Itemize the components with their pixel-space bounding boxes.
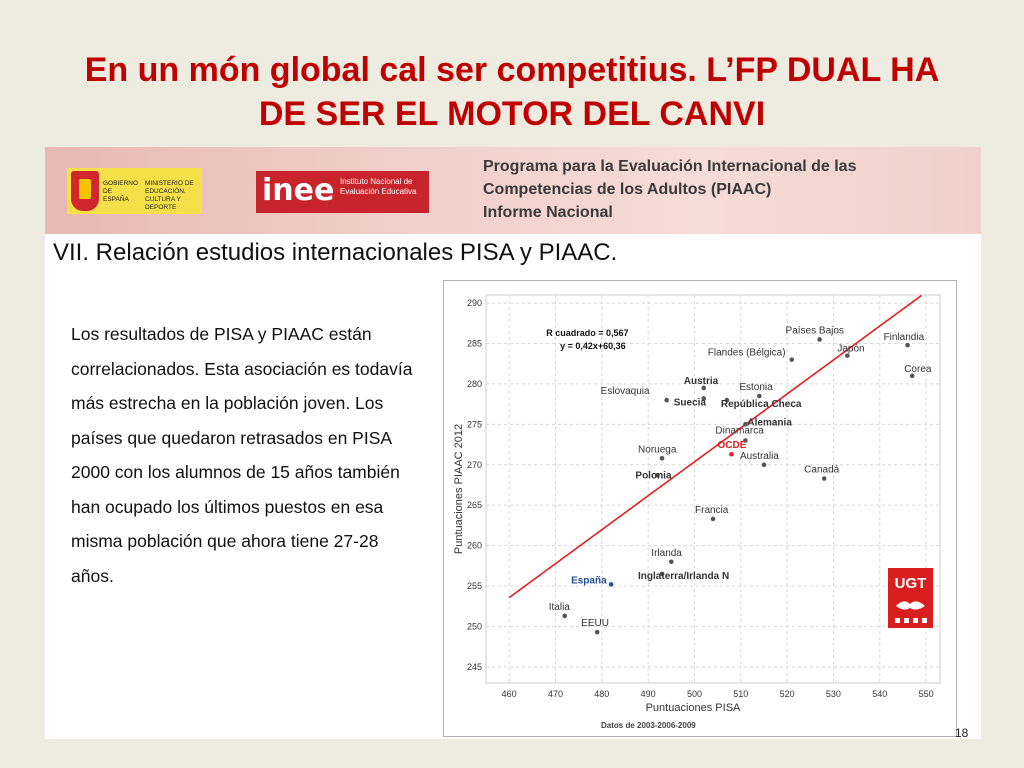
inee-logo: inee Instituto Nacional de Evaluación Ed… — [256, 171, 429, 213]
point-jap-n — [845, 353, 850, 358]
point-dinamarca — [743, 438, 748, 443]
chart-svg: 460 470 480 490 500 510 520 530 540 550 245 250 255 2… — [453, 294, 941, 714]
point-canad- — [821, 476, 827, 481]
plot-area — [485, 294, 941, 684]
ugt-logo: UGT — [888, 568, 933, 628]
x-tick-label: 500 — [687, 689, 702, 699]
report-header-line2: Competencias de los Adultos (PIAAC) — [483, 181, 772, 198]
point-label-polonia: Polonia — [635, 470, 672, 481]
gov-text: GOBIERNO DE ESPAÑA — [103, 180, 139, 203]
government-logo: GOBIERNO DE ESPAÑA MINISTERIO DE EDUCACI… — [67, 168, 202, 214]
x-tick-label: 470 — [548, 689, 563, 699]
x-tick-label: 460 — [502, 689, 517, 699]
x-tick-label: 540 — [872, 689, 887, 699]
point-label-espa-a: España — [571, 575, 607, 586]
regression-line — [508, 294, 922, 599]
banner: GOBIERNO DE ESPAÑA MINISTERIO DE EDUCACI… — [45, 147, 981, 234]
inee-subtitle: Instituto Nacional de Evaluación Educati… — [340, 177, 417, 196]
point-label-estonia: Estonia — [739, 382, 773, 393]
x-tick-label: 530 — [826, 689, 841, 699]
slide-title-line2: DE SER EL MOTOR DEL CANVI — [258, 95, 766, 133]
point-label-suecia: Suecia — [674, 397, 707, 408]
report-header-line3: Informe Nacional — [483, 204, 613, 221]
point-label-inglaterra-irlanda-n: Inglaterra/Irlanda N — [638, 571, 729, 582]
point-label-irlanda: Irlanda — [651, 548, 682, 559]
point-label-francia: Francia — [695, 505, 729, 516]
svg-text:UGT: UGT — [895, 575, 927, 592]
inee-logo-word: inee — [262, 173, 335, 208]
point-label-corea: Corea — [904, 364, 932, 375]
scatter-chart: 460 470 480 490 500 510 520 530 540 550 245 250 255 2… — [443, 280, 957, 737]
body-text: Los resultados de PISA y PIAAC están cor… — [71, 324, 413, 586]
x-tick-label: 490 — [641, 689, 656, 699]
point-label-pa-ses-bajos: Países Bajos — [786, 325, 844, 336]
point-label-finlandia: Finlandia — [884, 332, 925, 343]
point-finlandia — [905, 342, 910, 348]
point-alemania — [743, 422, 748, 427]
x-tick-label: 520 — [780, 689, 795, 699]
point-espa-a — [608, 582, 614, 587]
slide-title: En un món global cal ser competitius. L’… — [20, 48, 1004, 136]
y-tick-label: 250 — [467, 621, 482, 631]
point-rep-blica-checa — [724, 397, 730, 403]
point-label-rep-blica-checa: República Checa — [721, 399, 802, 410]
x-axis-label: Puntuaciones PISA — [646, 702, 741, 714]
point-italia — [562, 613, 568, 619]
point-polonia — [655, 472, 660, 478]
y-axis-label: Puntuaciones PIAAC 2012 — [453, 424, 465, 554]
point-pa-ses-bajos — [817, 337, 822, 342]
slide-title-line1: En un món global cal ser competitius. L’… — [84, 51, 940, 89]
page-number: 18 — [955, 726, 969, 740]
point-label-noruega: Noruega — [638, 444, 677, 455]
y-tick-label: 270 — [467, 460, 482, 470]
report-header: Programa para la Evaluación Internaciona… — [483, 155, 856, 224]
point-suecia — [701, 396, 707, 401]
chart-note: Datos de 2003-2006-2009 — [601, 721, 696, 730]
y-tick-label: 280 — [467, 379, 482, 389]
y-tick-label: 275 — [467, 419, 482, 429]
point-australia — [761, 462, 767, 468]
report-header-line1: Programa para la Evaluación Internaciona… — [483, 158, 857, 175]
y-tick-label: 245 — [467, 662, 482, 672]
point-label-eslovaquia: Eslovaquia — [601, 386, 650, 397]
point-label-australia: Australia — [740, 451, 779, 462]
y-tick-label: 255 — [467, 581, 482, 591]
point-label-italia: Italia — [549, 602, 571, 613]
point-label-austria: Austria — [684, 376, 719, 387]
point-label-eeuu: EEUU — [581, 618, 609, 629]
x-tick-label: 510 — [733, 689, 748, 699]
point-estonia — [757, 393, 762, 399]
y-tick-label: 290 — [467, 298, 482, 308]
point-eslovaquia — [664, 397, 669, 403]
point-noruega — [659, 455, 665, 461]
point-ocde — [729, 451, 734, 457]
point-label-ocde: OCDE — [718, 440, 747, 451]
regression-r2-label: R cuadrado = 0,567 — [546, 328, 628, 338]
content-panel: GOBIERNO DE ESPAÑA MINISTERIO DE EDUCACI… — [45, 147, 981, 739]
x-tick-label: 480 — [594, 689, 609, 699]
section-title: VII. Relación estudios internacionales P… — [53, 239, 618, 266]
x-tick-label: 550 — [919, 689, 934, 699]
point-austria — [701, 385, 707, 391]
regression-equation-label: y = 0,42x+60,36 — [560, 341, 626, 351]
point-label-canad-: Canadá — [804, 464, 839, 475]
y-tick-label: 285 — [467, 339, 482, 349]
point-inglaterra-irlanda-n — [659, 571, 665, 577]
ministry-text: MINISTERIO DE EDUCACIÓN, CULTURA Y DEPOR… — [145, 180, 194, 211]
point-label-dinamarca: Dinamarca — [715, 426, 764, 437]
point-label-jap-n: Japón — [837, 344, 864, 355]
point-label-flandes-b-lgica-: Flandes (Bélgica) — [708, 348, 786, 359]
y-tick-label: 265 — [467, 500, 482, 510]
point-eeuu — [594, 629, 600, 635]
point-corea — [909, 373, 915, 379]
point-label-alemania: Alemania — [747, 417, 792, 428]
y-tick-label: 260 — [467, 541, 482, 551]
point-francia — [710, 516, 716, 522]
point-flandes-b-lgica- — [789, 357, 795, 362]
point-irlanda — [669, 559, 674, 565]
coat-of-arms-icon — [71, 171, 99, 211]
